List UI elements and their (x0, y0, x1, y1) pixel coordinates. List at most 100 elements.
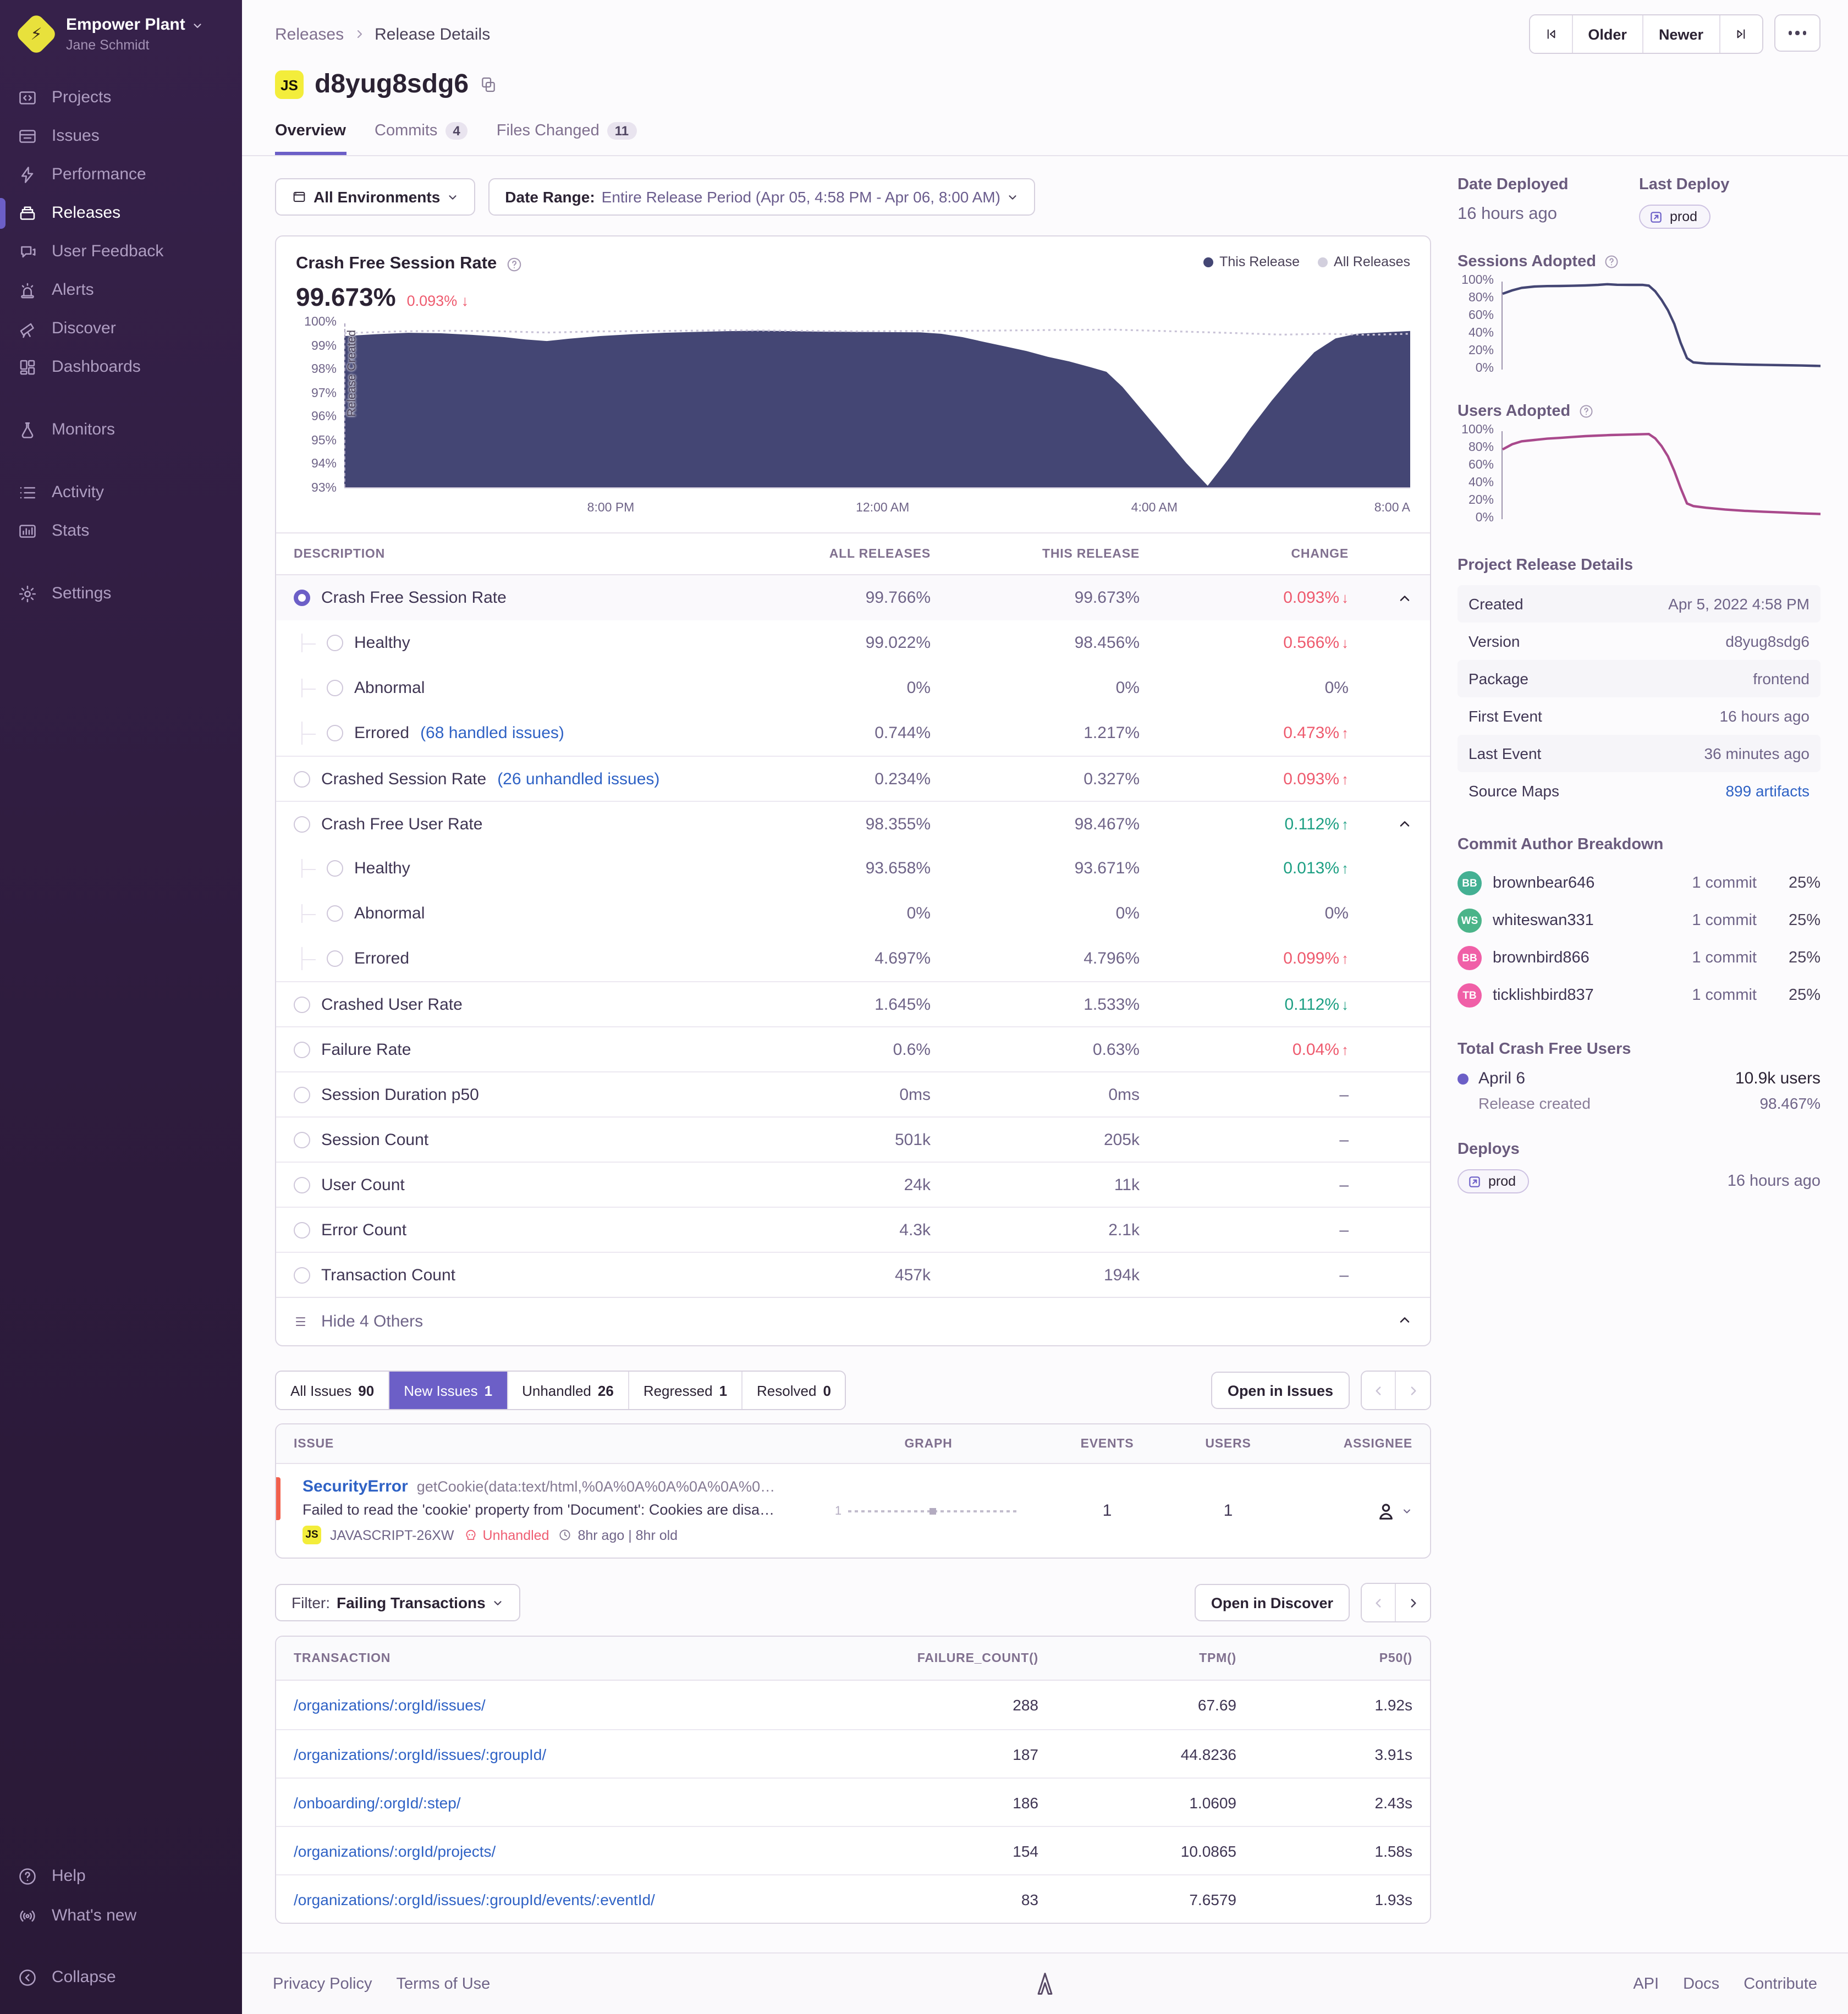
metric-label: Crashed User Rate (321, 995, 463, 1014)
environment-filter[interactable]: All Environments (275, 178, 476, 216)
sidebar-item-user-feedback[interactable]: User Feedback (0, 235, 242, 268)
sidebar-item-dashboards[interactable]: Dashboards (0, 351, 242, 384)
legend-all-releases[interactable]: All Releases (1317, 254, 1410, 269)
help-icon[interactable] (1604, 254, 1619, 269)
transaction-link[interactable]: /organizations/:orgId/issues/:groupId/ev… (294, 1890, 655, 1908)
sidebar-item-projects[interactable]: Projects (0, 81, 242, 114)
expand-toggle[interactable] (1349, 816, 1412, 832)
metric-radio[interactable] (294, 771, 310, 787)
stats-icon (19, 525, 36, 538)
metric-radio[interactable] (327, 950, 343, 967)
change-value: 0% (1140, 904, 1349, 923)
copy-icon[interactable] (480, 76, 497, 93)
metric-label: Crash Free Session Rate (321, 588, 507, 607)
issues-tab-regressed[interactable]: Regressed 1 (629, 1372, 743, 1409)
help-icon[interactable] (1578, 404, 1593, 419)
legend-this-release[interactable]: This Release (1203, 254, 1300, 269)
privacy-policy-link[interactable]: Privacy Policy (273, 1975, 372, 1993)
sidebar-item-discover[interactable]: Discover (0, 312, 242, 345)
transactions-toolbar: Filter: Failing Transactions Open in Dis… (275, 1583, 1431, 1622)
col-transaction: TRANSACTION (294, 1652, 391, 1665)
terms-of-use-link[interactable]: Terms of Use (396, 1975, 491, 1993)
users-adopted-title: Users Adopted (1458, 403, 1821, 420)
skip-to-newest-button[interactable] (1720, 15, 1762, 53)
metric-radio[interactable] (294, 1131, 310, 1148)
metric-issues-link[interactable]: (26 unhandled issues) (497, 769, 660, 788)
chart-plot-area[interactable]: Release Created (344, 323, 1410, 488)
x-axis-labels: 8:00 PM 12:00 AM 4:00 AM 8:00 A (344, 495, 1410, 519)
sidebar-item-performance[interactable]: Performance (0, 158, 242, 191)
breadcrumb-releases[interactable]: Releases (275, 25, 344, 43)
open-in-issues-button[interactable]: Open in Issues (1211, 1372, 1350, 1409)
issues-tab-new-issues[interactable]: New Issues 1 (389, 1372, 508, 1409)
metric-radio[interactable] (294, 996, 310, 1012)
more-actions-button[interactable] (1774, 14, 1821, 52)
sidebar-item-monitors[interactable]: Monitors (0, 414, 242, 447)
this-release-value: 98.467% (1074, 815, 1140, 833)
detail-value: frontend (1753, 670, 1810, 687)
sidebar-item-activity[interactable]: Activity (0, 476, 242, 509)
metric-radio[interactable] (327, 635, 343, 651)
metric-radio[interactable] (327, 860, 343, 877)
prev-page-button[interactable] (1362, 1584, 1396, 1621)
metric-radio[interactable] (294, 816, 310, 832)
issues-tab-unhandled[interactable]: Unhandled 26 (508, 1372, 629, 1409)
expand-toggle[interactable] (1349, 590, 1412, 606)
date-range-filter[interactable]: Date Range: Entire Release Period (Apr 0… (488, 178, 1036, 216)
metric-radio[interactable] (294, 590, 310, 606)
tab-overview[interactable]: Overview (275, 122, 346, 155)
metric-description: Failure Rate (294, 1040, 738, 1059)
newer-button[interactable]: Newer (1643, 15, 1720, 53)
issues-tab-resolved[interactable]: Resolved 0 (743, 1372, 845, 1409)
metric-radio[interactable] (327, 725, 343, 741)
metric-description: Error Count (294, 1220, 738, 1239)
sidebar-item-collapse[interactable]: Collapse (0, 1961, 242, 1994)
hide-others-button[interactable]: Hide 4 Others (276, 1297, 1430, 1345)
issue-assignee[interactable] (1286, 1500, 1412, 1522)
tab-files-changed[interactable]: Files Changed 11 (497, 122, 637, 155)
issue-title-link[interactable]: SecurityError (302, 1477, 408, 1496)
metric-radio[interactable] (294, 1221, 310, 1238)
org-switcher[interactable]: ⚡ Empower Plant Jane Schmidt (0, 12, 242, 56)
contribute-link[interactable]: Contribute (1744, 1975, 1817, 1993)
skip-to-oldest-button[interactable] (1530, 15, 1573, 53)
sidebar-item-help[interactable]: Help (0, 1860, 242, 1893)
transaction-link[interactable]: /onboarding/:orgId/:step/ (294, 1793, 461, 1811)
last-deploy-env-pill[interactable]: prod (1639, 205, 1711, 229)
prev-page-button[interactable] (1362, 1372, 1396, 1409)
deploy-env-pill[interactable]: prod (1458, 1169, 1530, 1193)
metric-radio[interactable] (327, 905, 343, 922)
next-page-button[interactable] (1396, 1372, 1430, 1409)
sidebar-item-what-s-new[interactable]: What's new (0, 1900, 242, 1933)
sidebar-item-settings[interactable]: Settings (0, 577, 242, 610)
source-maps-link[interactable]: 899 artifacts (1725, 782, 1810, 800)
transaction-link[interactable]: /organizations/:orgId/issues/:groupId/ (294, 1745, 547, 1763)
sidebar-item-issues[interactable]: Issues (0, 120, 242, 153)
help-icon[interactable] (505, 256, 522, 272)
metric-radio[interactable] (327, 680, 343, 696)
transactions-filter[interactable]: Filter: Failing Transactions (275, 1584, 521, 1621)
sidebar-item-releases[interactable]: Releases (0, 197, 242, 230)
transaction-link[interactable]: /organizations/:orgId/projects/ (294, 1842, 496, 1859)
open-in-discover-button[interactable]: Open in Discover (1194, 1584, 1350, 1621)
metric-radio[interactable] (294, 1041, 310, 1058)
issues-tab-all-issues[interactable]: All Issues 90 (276, 1372, 390, 1409)
metric-issues-link[interactable]: (68 handled issues) (420, 724, 564, 742)
tab-commits[interactable]: Commits 4 (375, 122, 468, 155)
y-axis-labels: 100% 99% 98% 97% 96% 95% 94% 93% (296, 316, 344, 495)
docs-link[interactable]: Docs (1683, 1975, 1720, 1993)
failure-count-value: 288 (1013, 1696, 1038, 1714)
metric-radio[interactable] (294, 1086, 310, 1103)
older-button[interactable]: Older (1572, 15, 1643, 53)
transaction-link[interactable]: /organizations/:orgId/issues/ (294, 1696, 486, 1714)
sidebar-item-stats[interactable]: Stats (0, 515, 242, 548)
metric-radio[interactable] (294, 1267, 310, 1283)
api-link[interactable]: API (1633, 1975, 1659, 1993)
metric-radio[interactable] (294, 1176, 310, 1193)
sidebar-item-alerts[interactable]: Alerts (0, 274, 242, 307)
user-name: Jane Schmidt (66, 37, 150, 53)
next-page-button[interactable] (1396, 1584, 1430, 1621)
issue-row[interactable]: SecurityError getCookie(data:text/html,%… (276, 1464, 1430, 1558)
col-description: DESCRIPTION (294, 547, 385, 560)
p50-value: 1.93s (1374, 1890, 1413, 1908)
